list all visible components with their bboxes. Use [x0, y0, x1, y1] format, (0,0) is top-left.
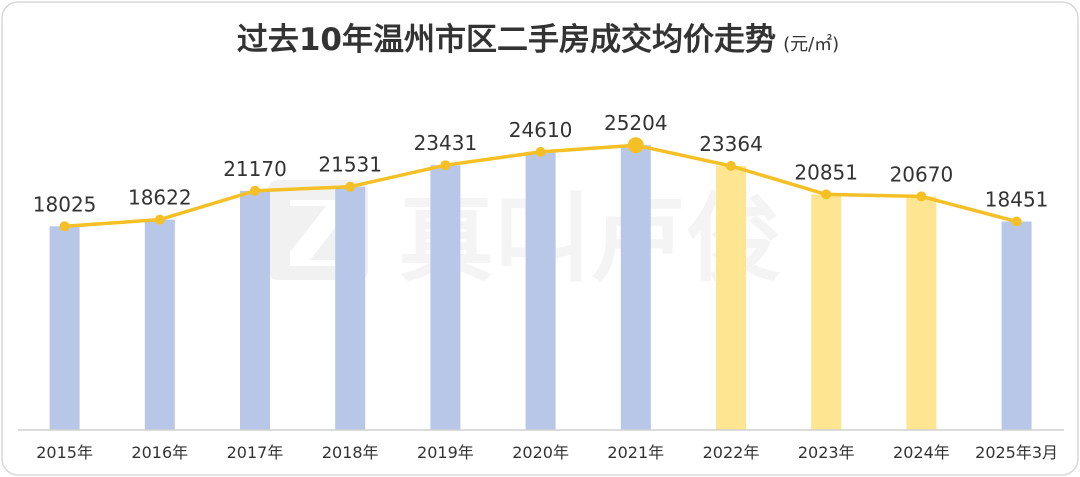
line-point-1 — [59, 221, 70, 232]
data-label-8: 23364 — [699, 132, 763, 156]
data-label-11: 18451 — [985, 188, 1049, 212]
data-label-6: 24610 — [509, 118, 573, 142]
data-label-4: 21531 — [318, 153, 382, 177]
line-point-2 — [154, 214, 165, 225]
data-label-9: 20851 — [794, 160, 858, 184]
bars — [49, 145, 1032, 430]
bar-4 — [335, 186, 366, 430]
line-point-9 — [821, 189, 832, 200]
trend-line — [59, 137, 1022, 232]
bar-7 — [620, 145, 651, 430]
data-label-3: 21170 — [223, 157, 287, 181]
data-label-7: 25204 — [604, 111, 668, 135]
line-point-4 — [345, 181, 356, 192]
x-tick-label-11: 2025年3月 — [975, 443, 1058, 462]
line-point-11 — [1011, 216, 1022, 227]
chart-title-main: 过去10年温州市区二手房成交均价走势 — [237, 22, 776, 58]
x-tick-label-6: 2020年 — [512, 443, 569, 462]
chart-title-unit: (元/㎡) — [783, 33, 839, 55]
line-point-3 — [250, 185, 260, 196]
bar-2 — [144, 219, 175, 430]
line-point-7 — [627, 137, 644, 154]
line-point-8 — [726, 161, 736, 171]
line-point-6 — [535, 146, 546, 157]
line-point-10 — [916, 191, 927, 202]
bar-6 — [525, 151, 556, 430]
x-tick-label-7: 2021年 — [607, 443, 664, 462]
x-tick-label-10: 2024年 — [893, 443, 950, 462]
x-axis-tick-labels: 2015年 2016年 2017年 2018年 2019年 2020年 2021年 2022年… — [36, 443, 1058, 462]
chart-title: 过去10年温州市区二手房成交均价走势 (元/㎡) — [237, 22, 839, 58]
data-label-2: 18622 — [128, 186, 192, 210]
x-tick-label-5: 2019年 — [417, 443, 474, 462]
line-point-5 — [440, 160, 451, 171]
data-label-10: 20670 — [890, 162, 954, 186]
x-tick-label-8: 2022年 — [703, 443, 760, 462]
x-tick-label-9: 2023年 — [798, 443, 855, 462]
bar-10 — [906, 196, 937, 430]
data-label-1: 18025 — [33, 192, 97, 216]
bar-8 — [716, 166, 746, 430]
x-tick-label-3: 2017年 — [227, 443, 284, 462]
bar-9 — [811, 194, 842, 430]
bar-5 — [430, 165, 461, 430]
x-tick-label-4: 2018年 — [322, 443, 379, 462]
bar-3 — [240, 190, 270, 430]
bar-11 — [1001, 221, 1032, 430]
bar-1 — [49, 226, 80, 430]
data-labels: 18025 18622 21170 21531 23431 24610 25204 23364… — [33, 111, 1049, 216]
x-tick-label-2: 2016年 — [131, 443, 188, 462]
x-tick-label-1: 2015年 — [36, 443, 93, 462]
data-label-5: 23431 — [414, 131, 478, 155]
